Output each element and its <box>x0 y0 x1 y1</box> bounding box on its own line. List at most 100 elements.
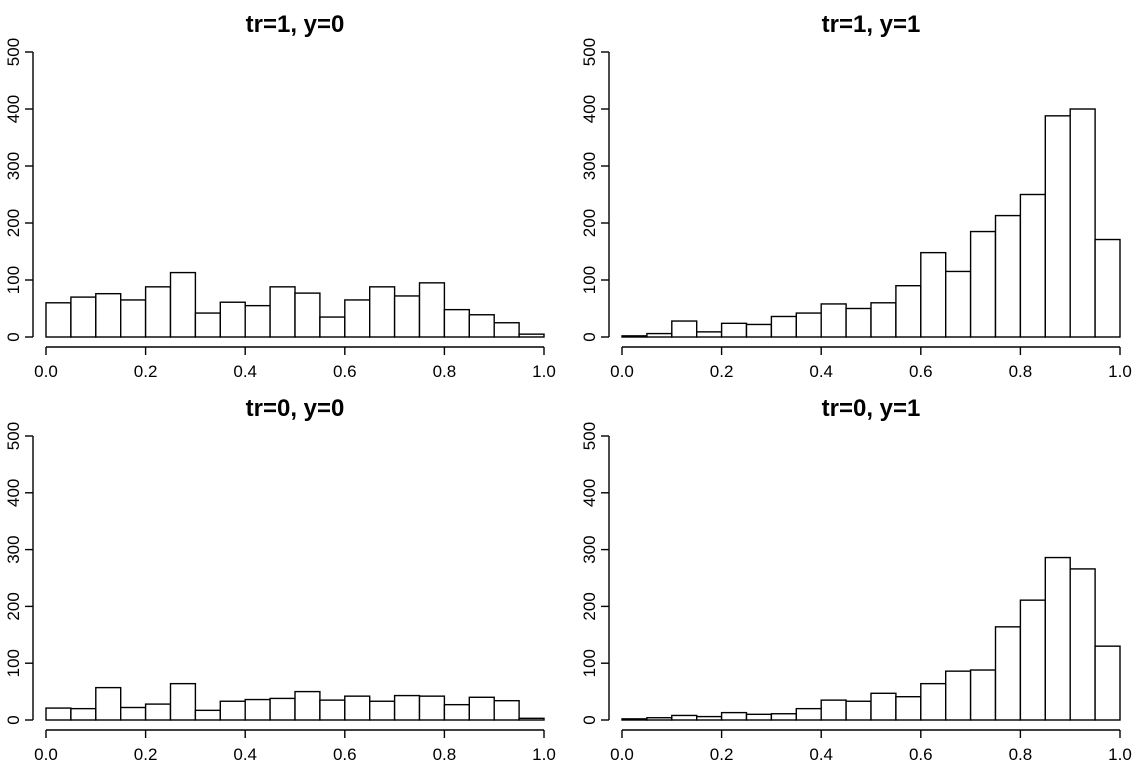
panel-tr0-y1: tr=0, y=1 0.0 0.2 0.4 0.6 0.8 1.0 0 100 200 300 400… <box>580 395 1132 764</box>
panel-tr1-y1: tr=1, y=1 0.0 0.2 0.4 0.6 0.8 1.0 0 100 200 300 400… <box>580 11 1132 381</box>
histogram-bar <box>720 322 748 338</box>
x-tick-label: 0.6 <box>333 745 357 764</box>
y-tick-label: 0 <box>580 715 599 724</box>
histogram-bar <box>696 715 723 721</box>
histogram-bar <box>319 699 346 721</box>
x-tick-label: 0.6 <box>909 362 933 381</box>
histogram-bar <box>1094 645 1121 721</box>
y-tick-label: 400 <box>580 479 599 507</box>
histogram-bar <box>369 286 396 338</box>
x-tick-label: 0.0 <box>34 362 58 381</box>
y-tick-label: 400 <box>580 95 599 123</box>
histogram-bar <box>720 711 748 721</box>
histogram-bar <box>969 669 997 721</box>
histogram-bar <box>795 312 822 338</box>
panel-title-tr1-y1: tr=1, y=1 <box>822 11 921 38</box>
histogram-bar <box>945 270 972 338</box>
y-tick-label: 500 <box>580 422 599 450</box>
histogram-bar <box>219 301 246 338</box>
histogram-bar <box>443 703 470 721</box>
y-tick-label: 300 <box>580 152 599 180</box>
histogram-bar <box>1044 115 1071 338</box>
histogram-bar <box>646 332 673 338</box>
histogram-bar <box>244 698 271 721</box>
histogram-bar <box>294 292 321 338</box>
histogram-bar <box>745 323 773 338</box>
histogram-bar <box>770 315 798 338</box>
histogram-bar <box>219 700 246 721</box>
x-tick-label: 0.2 <box>710 745 734 764</box>
histogram-bar <box>621 335 648 338</box>
x-tick-label: 0.4 <box>809 745 833 764</box>
x-tick-label: 1.0 <box>1108 362 1132 381</box>
histogram-bar <box>45 707 72 721</box>
histogram-bar <box>319 316 346 338</box>
histogram-bar <box>1044 556 1071 721</box>
histogram-bar <box>393 295 421 338</box>
y-tick-label: 0 <box>4 715 23 724</box>
histogram-bar <box>194 709 221 721</box>
histogram-bar <box>994 626 1022 721</box>
y-tick-label: 400 <box>4 479 23 507</box>
histogram-bar <box>369 700 396 721</box>
histogram-bar <box>194 312 221 338</box>
histogram-bar <box>1069 568 1096 721</box>
y-tick-label: 200 <box>580 592 599 620</box>
x-tick-label: 0.8 <box>433 362 457 381</box>
histogram-bar <box>845 307 872 338</box>
x-tick-label: 0.8 <box>1009 745 1033 764</box>
histogram-bar <box>344 695 371 721</box>
y-tick-label: 500 <box>4 38 23 66</box>
histogram-bar <box>393 694 421 721</box>
histogram-bar <box>621 718 648 721</box>
x-tick-label: 0.8 <box>1009 362 1033 381</box>
x-tick-label: 0.2 <box>134 745 158 764</box>
histogram-bar <box>1019 599 1047 721</box>
histogram-bar <box>418 282 446 338</box>
histogram-bar <box>169 271 197 338</box>
y-tick-label: 300 <box>580 535 599 563</box>
histogram-bar <box>45 302 72 338</box>
histogram-bar <box>920 682 947 721</box>
histogram-bar <box>70 296 97 338</box>
panel-title-tr0-y1: tr=0, y=1 <box>822 395 921 422</box>
histogram-bar <box>95 292 122 338</box>
y-tick-label: 400 <box>4 95 23 123</box>
x-tick-label: 0.0 <box>610 745 634 764</box>
histogram-bar <box>969 230 997 338</box>
x-tick-label: 0.8 <box>433 745 457 764</box>
histogram-bar <box>144 703 172 721</box>
histogram-bar <box>671 320 698 338</box>
histogram-bar <box>895 696 922 721</box>
histogram-bar <box>119 299 147 338</box>
histogram-bar <box>870 692 897 721</box>
histogram-bar <box>820 699 847 721</box>
panel-tr0-y0: tr=0, y=0 0.0 0.2 0.4 0.6 0.8 1.0 0 100 200 300 400… <box>4 395 556 764</box>
x-tick-label: 0.2 <box>134 362 158 381</box>
x-tick-label: 1.0 <box>1108 745 1132 764</box>
histogram-bar <box>344 299 371 338</box>
x-tick-label: 1.0 <box>532 745 556 764</box>
histogram-bar <box>945 670 972 721</box>
histogram-bar <box>493 699 520 721</box>
y-tick-label: 500 <box>580 38 599 66</box>
histogram-bar <box>269 697 296 721</box>
y-tick-label: 0 <box>580 332 599 341</box>
histogram-bar <box>994 214 1022 338</box>
histogram-bar <box>895 285 922 338</box>
histogram-bar <box>518 717 545 721</box>
histogram-bar <box>294 690 321 721</box>
panel-title-tr1-y0: tr=1, y=0 <box>246 11 345 38</box>
histogram-bar <box>795 707 822 721</box>
histogram-bar <box>1094 238 1121 338</box>
y-tick-label: 200 <box>580 209 599 237</box>
histogram-bar <box>696 331 723 338</box>
y-tick-label: 100 <box>580 266 599 294</box>
histogram-bar <box>770 713 798 721</box>
histogram-bar <box>244 304 271 338</box>
histogram-bar <box>646 717 673 721</box>
histogram-bar <box>820 303 847 338</box>
x-tick-label: 0.4 <box>809 362 833 381</box>
x-tick-label: 0.2 <box>710 362 734 381</box>
